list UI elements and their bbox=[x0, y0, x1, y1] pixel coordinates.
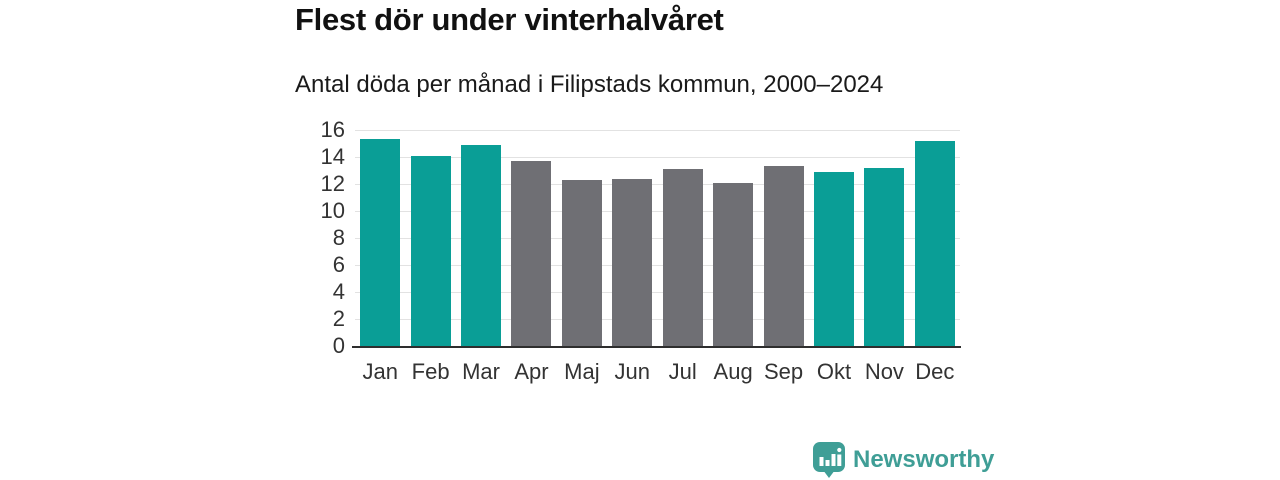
gridline-6 bbox=[355, 265, 960, 266]
bar-dec bbox=[914, 140, 955, 346]
x-tick-label-nov: Nov bbox=[864, 359, 904, 384]
x-tick-label-aug: Aug bbox=[713, 359, 753, 384]
gridline-14 bbox=[355, 157, 960, 158]
bar-mar bbox=[461, 144, 502, 346]
gridline-16 bbox=[355, 130, 960, 131]
x-tick-label-mar: Mar bbox=[462, 359, 500, 384]
y-tick-label-0: 0 bbox=[332, 333, 345, 358]
bar-nov bbox=[864, 167, 905, 346]
bar-aug bbox=[713, 182, 754, 346]
bar-maj bbox=[561, 179, 602, 346]
y-tick-label-12: 12 bbox=[320, 171, 345, 196]
x-tick-label-jun: Jun bbox=[614, 359, 651, 384]
x-tick-label-dec: Dec bbox=[915, 359, 955, 384]
y-tick-label-2: 2 bbox=[332, 306, 345, 331]
bar-jan bbox=[360, 139, 401, 346]
bar-feb bbox=[410, 155, 451, 346]
bar-okt bbox=[813, 171, 854, 346]
x-tick-label-sep: Sep bbox=[763, 359, 804, 384]
y-tick-label-16: 16 bbox=[320, 117, 345, 142]
bar-apr bbox=[511, 161, 552, 346]
bar-jul bbox=[662, 169, 703, 346]
x-axis: Jan Feb Mar Apr Maj Jun Jul Aug Sep Okt Nov Dec bbox=[355, 358, 960, 388]
chart-subtitle: Antal döda per månad i Filipstads kommun… bbox=[295, 71, 884, 98]
y-tick-label-14: 14 bbox=[320, 144, 345, 169]
bar-chart-speech-bubble-icon bbox=[813, 442, 845, 478]
brand-footer: Newsworthy bbox=[812, 441, 994, 478]
x-tick-label-jul: Jul bbox=[668, 359, 697, 384]
bar-sep bbox=[763, 166, 804, 346]
brand-name: Newsworthy bbox=[853, 445, 995, 473]
y-tick-label-6: 6 bbox=[332, 252, 345, 277]
chart-title: Flest dör under vinterhalvåret bbox=[295, 2, 724, 37]
y-axis: 0 2 4 6 8 10 12 14 16 bbox=[290, 119, 345, 357]
y-tick-label-10: 10 bbox=[320, 198, 345, 223]
gridline-4 bbox=[355, 292, 960, 293]
x-tick-label-jan: Jan bbox=[362, 359, 398, 384]
bar-jun bbox=[612, 178, 653, 346]
gridline-10 bbox=[355, 211, 960, 212]
x-axis-line bbox=[352, 346, 961, 348]
x-tick-label-apr: Apr bbox=[514, 359, 549, 384]
gridline-12 bbox=[355, 184, 960, 185]
gridline-8 bbox=[355, 238, 960, 239]
y-tick-label-8: 8 bbox=[332, 225, 345, 250]
x-tick-label-feb: Feb bbox=[411, 359, 450, 384]
x-tick-label-maj: Maj bbox=[564, 359, 600, 384]
plot-area bbox=[355, 130, 960, 346]
x-tick-label-okt: Okt bbox=[816, 359, 852, 384]
y-tick-label-4: 4 bbox=[332, 279, 345, 304]
gridline-2 bbox=[355, 319, 960, 320]
